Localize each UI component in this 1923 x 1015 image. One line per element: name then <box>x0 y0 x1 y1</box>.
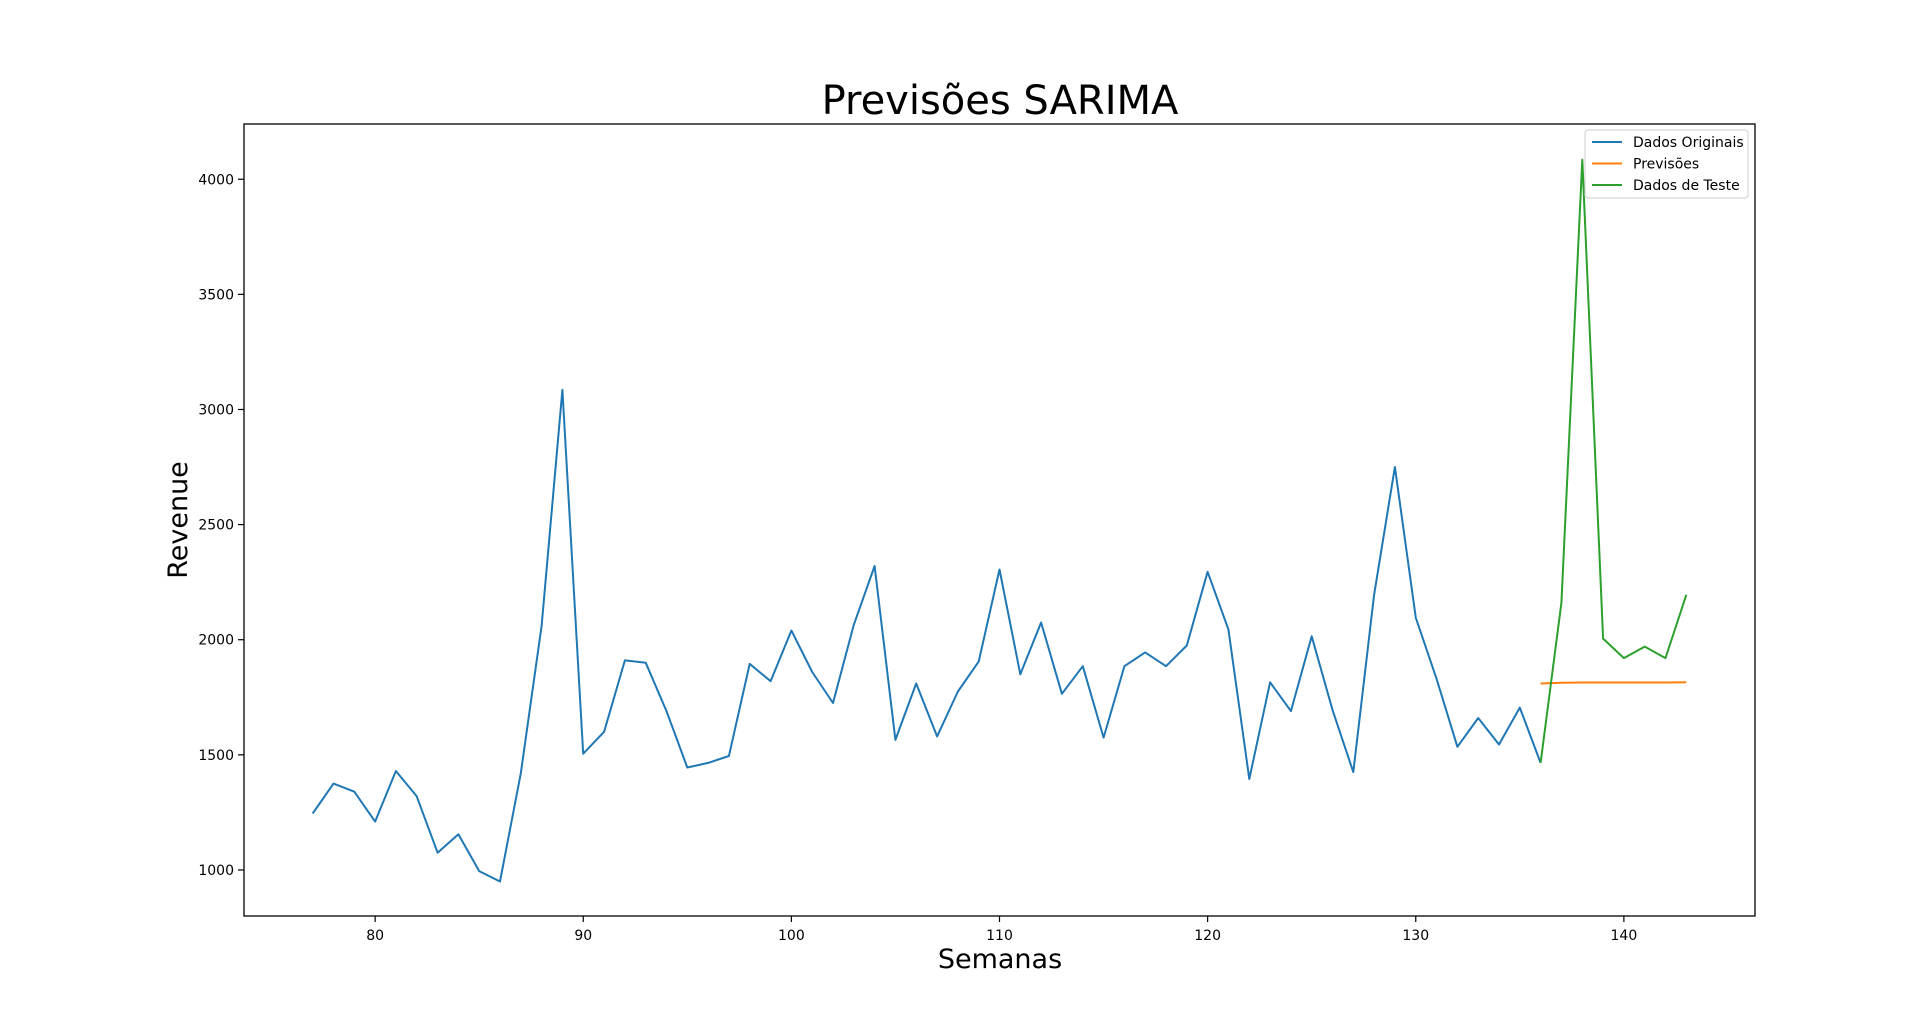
series-line-1 <box>1540 681 1687 685</box>
y-tick-label: 1000 <box>198 863 234 879</box>
x-tick-label: 100 <box>778 928 805 944</box>
y-axis-label: Revenue <box>163 461 194 579</box>
x-axis-label: Semanas <box>938 944 1062 975</box>
x-tick-label: 120 <box>1194 928 1221 944</box>
x-tick-label: 130 <box>1402 928 1429 944</box>
y-tick-label: 1500 <box>198 748 234 764</box>
x-tick-label: 140 <box>1611 928 1638 944</box>
series-line-2 <box>1539 158 1688 764</box>
chart-title: Previsões SARIMA <box>822 78 1179 124</box>
legend-label-1: Previsões <box>1633 157 1699 173</box>
y-axis: 1000 1500 2000 2500 3000 3500 4000 <box>198 172 244 879</box>
x-tick-label: 90 <box>574 928 592 944</box>
legend: Dados Originais Previsões Dados de Teste <box>1584 129 1749 199</box>
x-axis: 80 90 100 110 120 130 140 <box>366 916 1637 944</box>
axes-frame <box>243 123 1756 917</box>
y-tick-label: 4000 <box>198 172 234 188</box>
x-tick-label: 80 <box>366 928 384 944</box>
legend-box <box>1584 129 1749 199</box>
y-tick-label: 2500 <box>198 518 234 534</box>
y-tick-label: 3500 <box>198 287 234 303</box>
y-tick-label: 2000 <box>198 633 234 649</box>
plot-area <box>311 158 1688 883</box>
y-tick-label: 3000 <box>198 402 234 418</box>
series-line-0 <box>311 388 1542 883</box>
legend-label-2: Dados de Teste <box>1633 178 1740 194</box>
x-tick-label: 110 <box>986 928 1013 944</box>
legend-label-0: Dados Originais <box>1633 135 1744 151</box>
